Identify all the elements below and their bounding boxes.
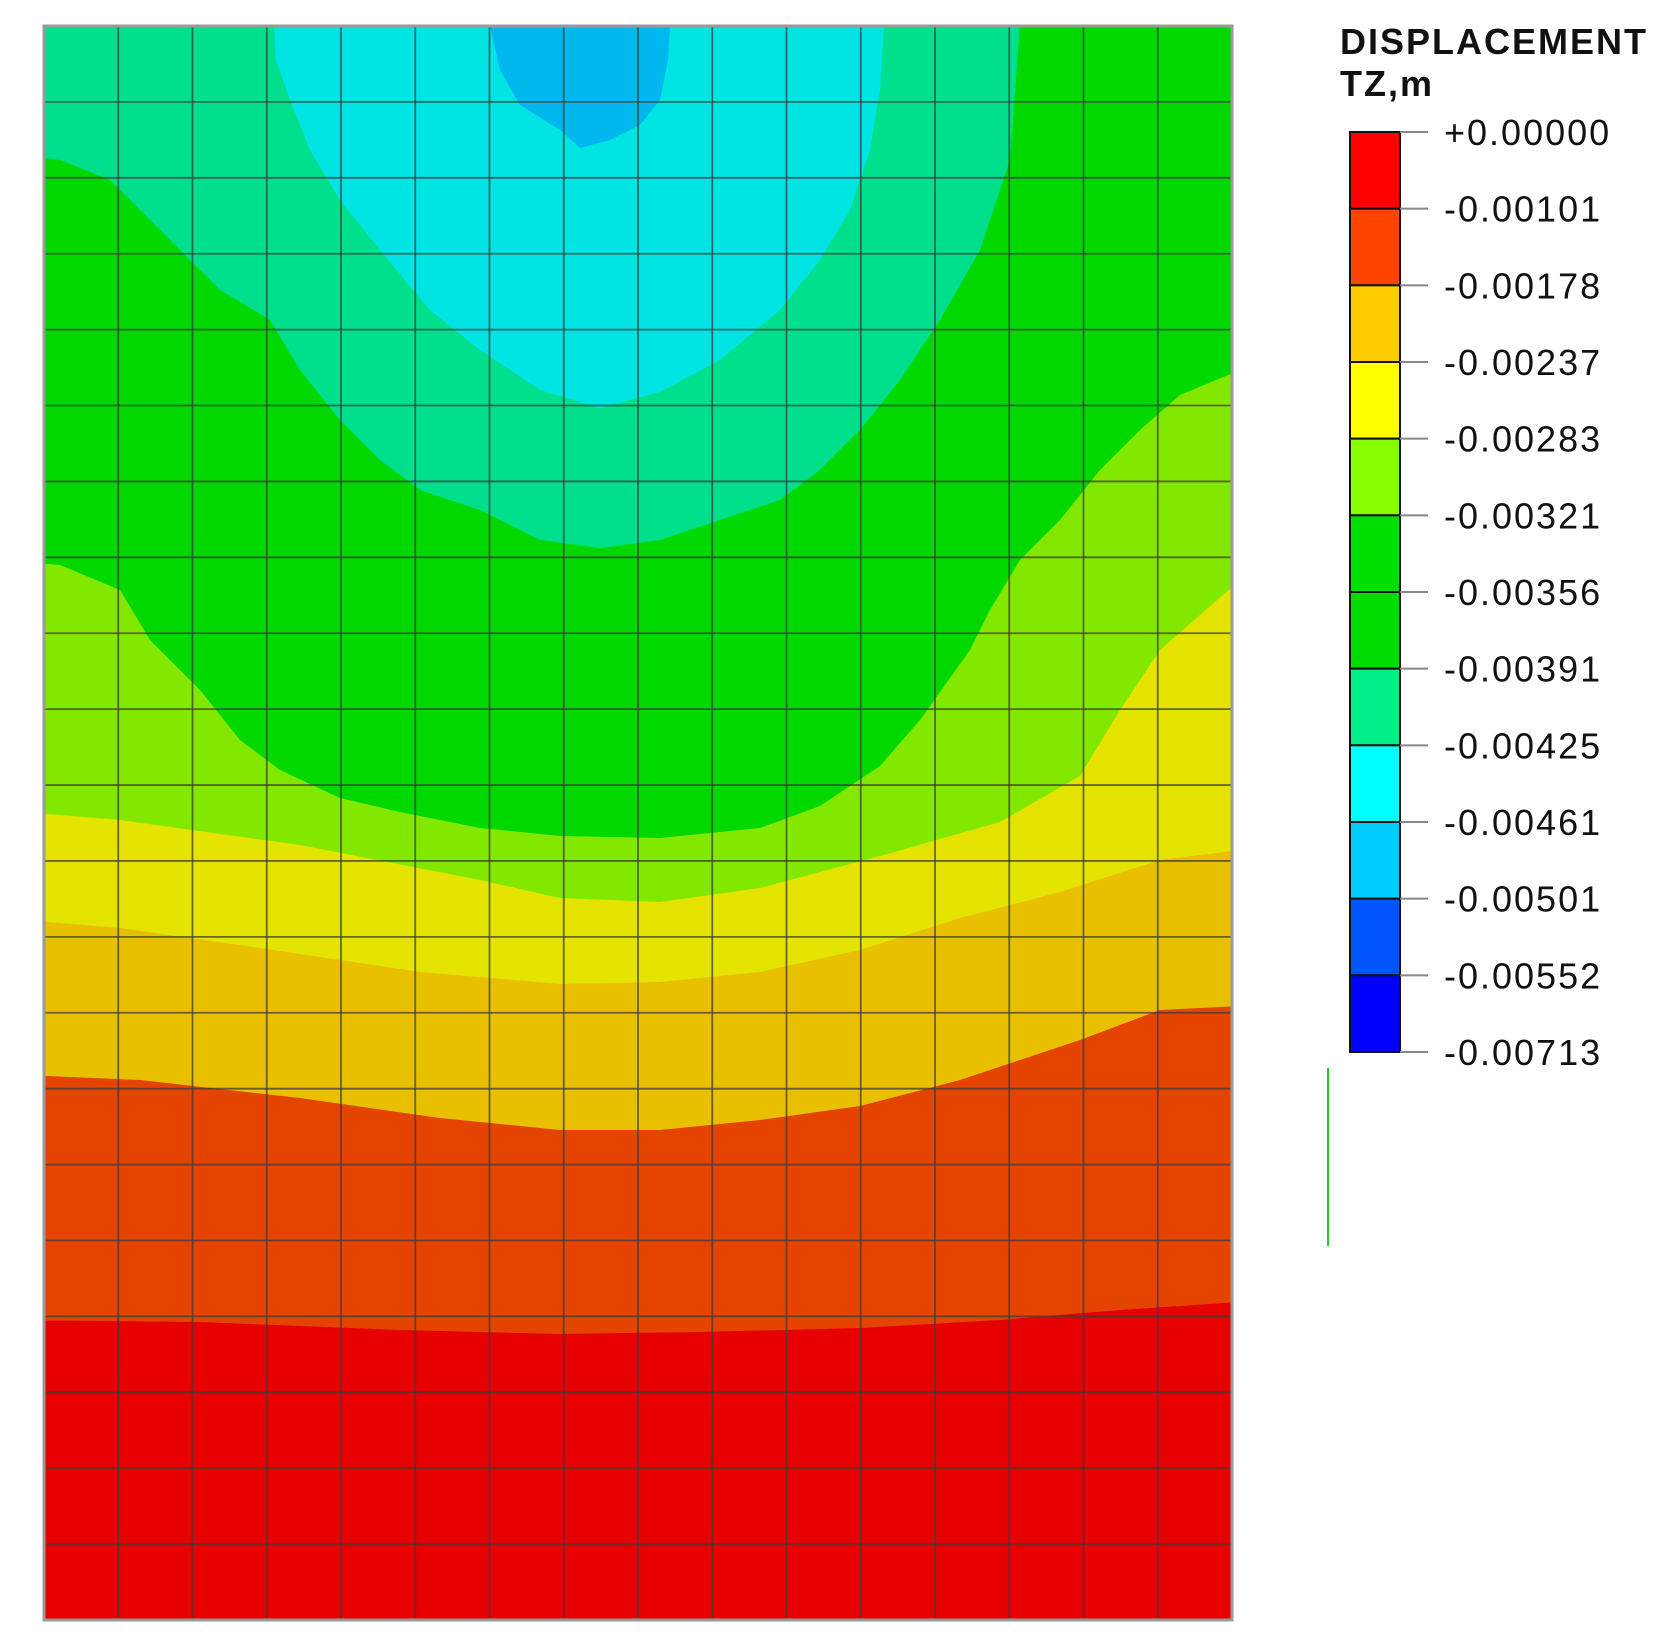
legend-swatch xyxy=(1349,897,1401,977)
plot-frame xyxy=(42,24,1234,1622)
legend-swatch xyxy=(1349,821,1401,900)
mesh-grid xyxy=(44,26,1232,1620)
legend-swatch xyxy=(1349,361,1401,440)
legend-swatch xyxy=(1349,974,1401,1053)
legend-tick-label: -0.00356 xyxy=(1444,572,1602,613)
color-legend: +0.00000 -0.00101 -0.00178 -0.00237 -0.00283… xyxy=(1349,112,1611,1073)
legend-swatch xyxy=(1349,667,1401,747)
legend-tick-label: -0.00391 xyxy=(1444,649,1602,690)
legend-title: DISPLACEMENT xyxy=(1340,21,1649,62)
legend-swatch xyxy=(1349,131,1401,210)
legend-tick-label: -0.00501 xyxy=(1444,879,1602,920)
legend-tick-label: -0.00321 xyxy=(1444,495,1602,536)
legend-tick-label: -0.00237 xyxy=(1444,342,1602,383)
legend-tick-label: -0.00283 xyxy=(1444,419,1602,460)
legend-tick-label: -0.00552 xyxy=(1444,955,1602,996)
band-cyan xyxy=(274,26,884,408)
legend-swatch xyxy=(1349,744,1401,823)
legend-tick-label: -0.00178 xyxy=(1444,265,1602,306)
legend-tick-label: -0.00461 xyxy=(1444,802,1602,843)
legend-swatch xyxy=(1349,284,1401,364)
legend-swatch xyxy=(1349,514,1401,593)
band-light-blue xyxy=(490,26,670,148)
legend-tick-label: -0.00101 xyxy=(1444,189,1602,230)
legend-subtitle: TZ,m xyxy=(1340,63,1434,104)
legend-swatch xyxy=(1349,437,1401,517)
legend-swatch xyxy=(1349,591,1401,670)
legend-tick-label: +0.00000 xyxy=(1444,112,1611,153)
legend-swatch xyxy=(1349,207,1401,287)
legend-tick-label: -0.00425 xyxy=(1444,725,1602,766)
legend-tick-label: -0.00713 xyxy=(1444,1032,1602,1073)
band-red xyxy=(44,1302,1232,1620)
